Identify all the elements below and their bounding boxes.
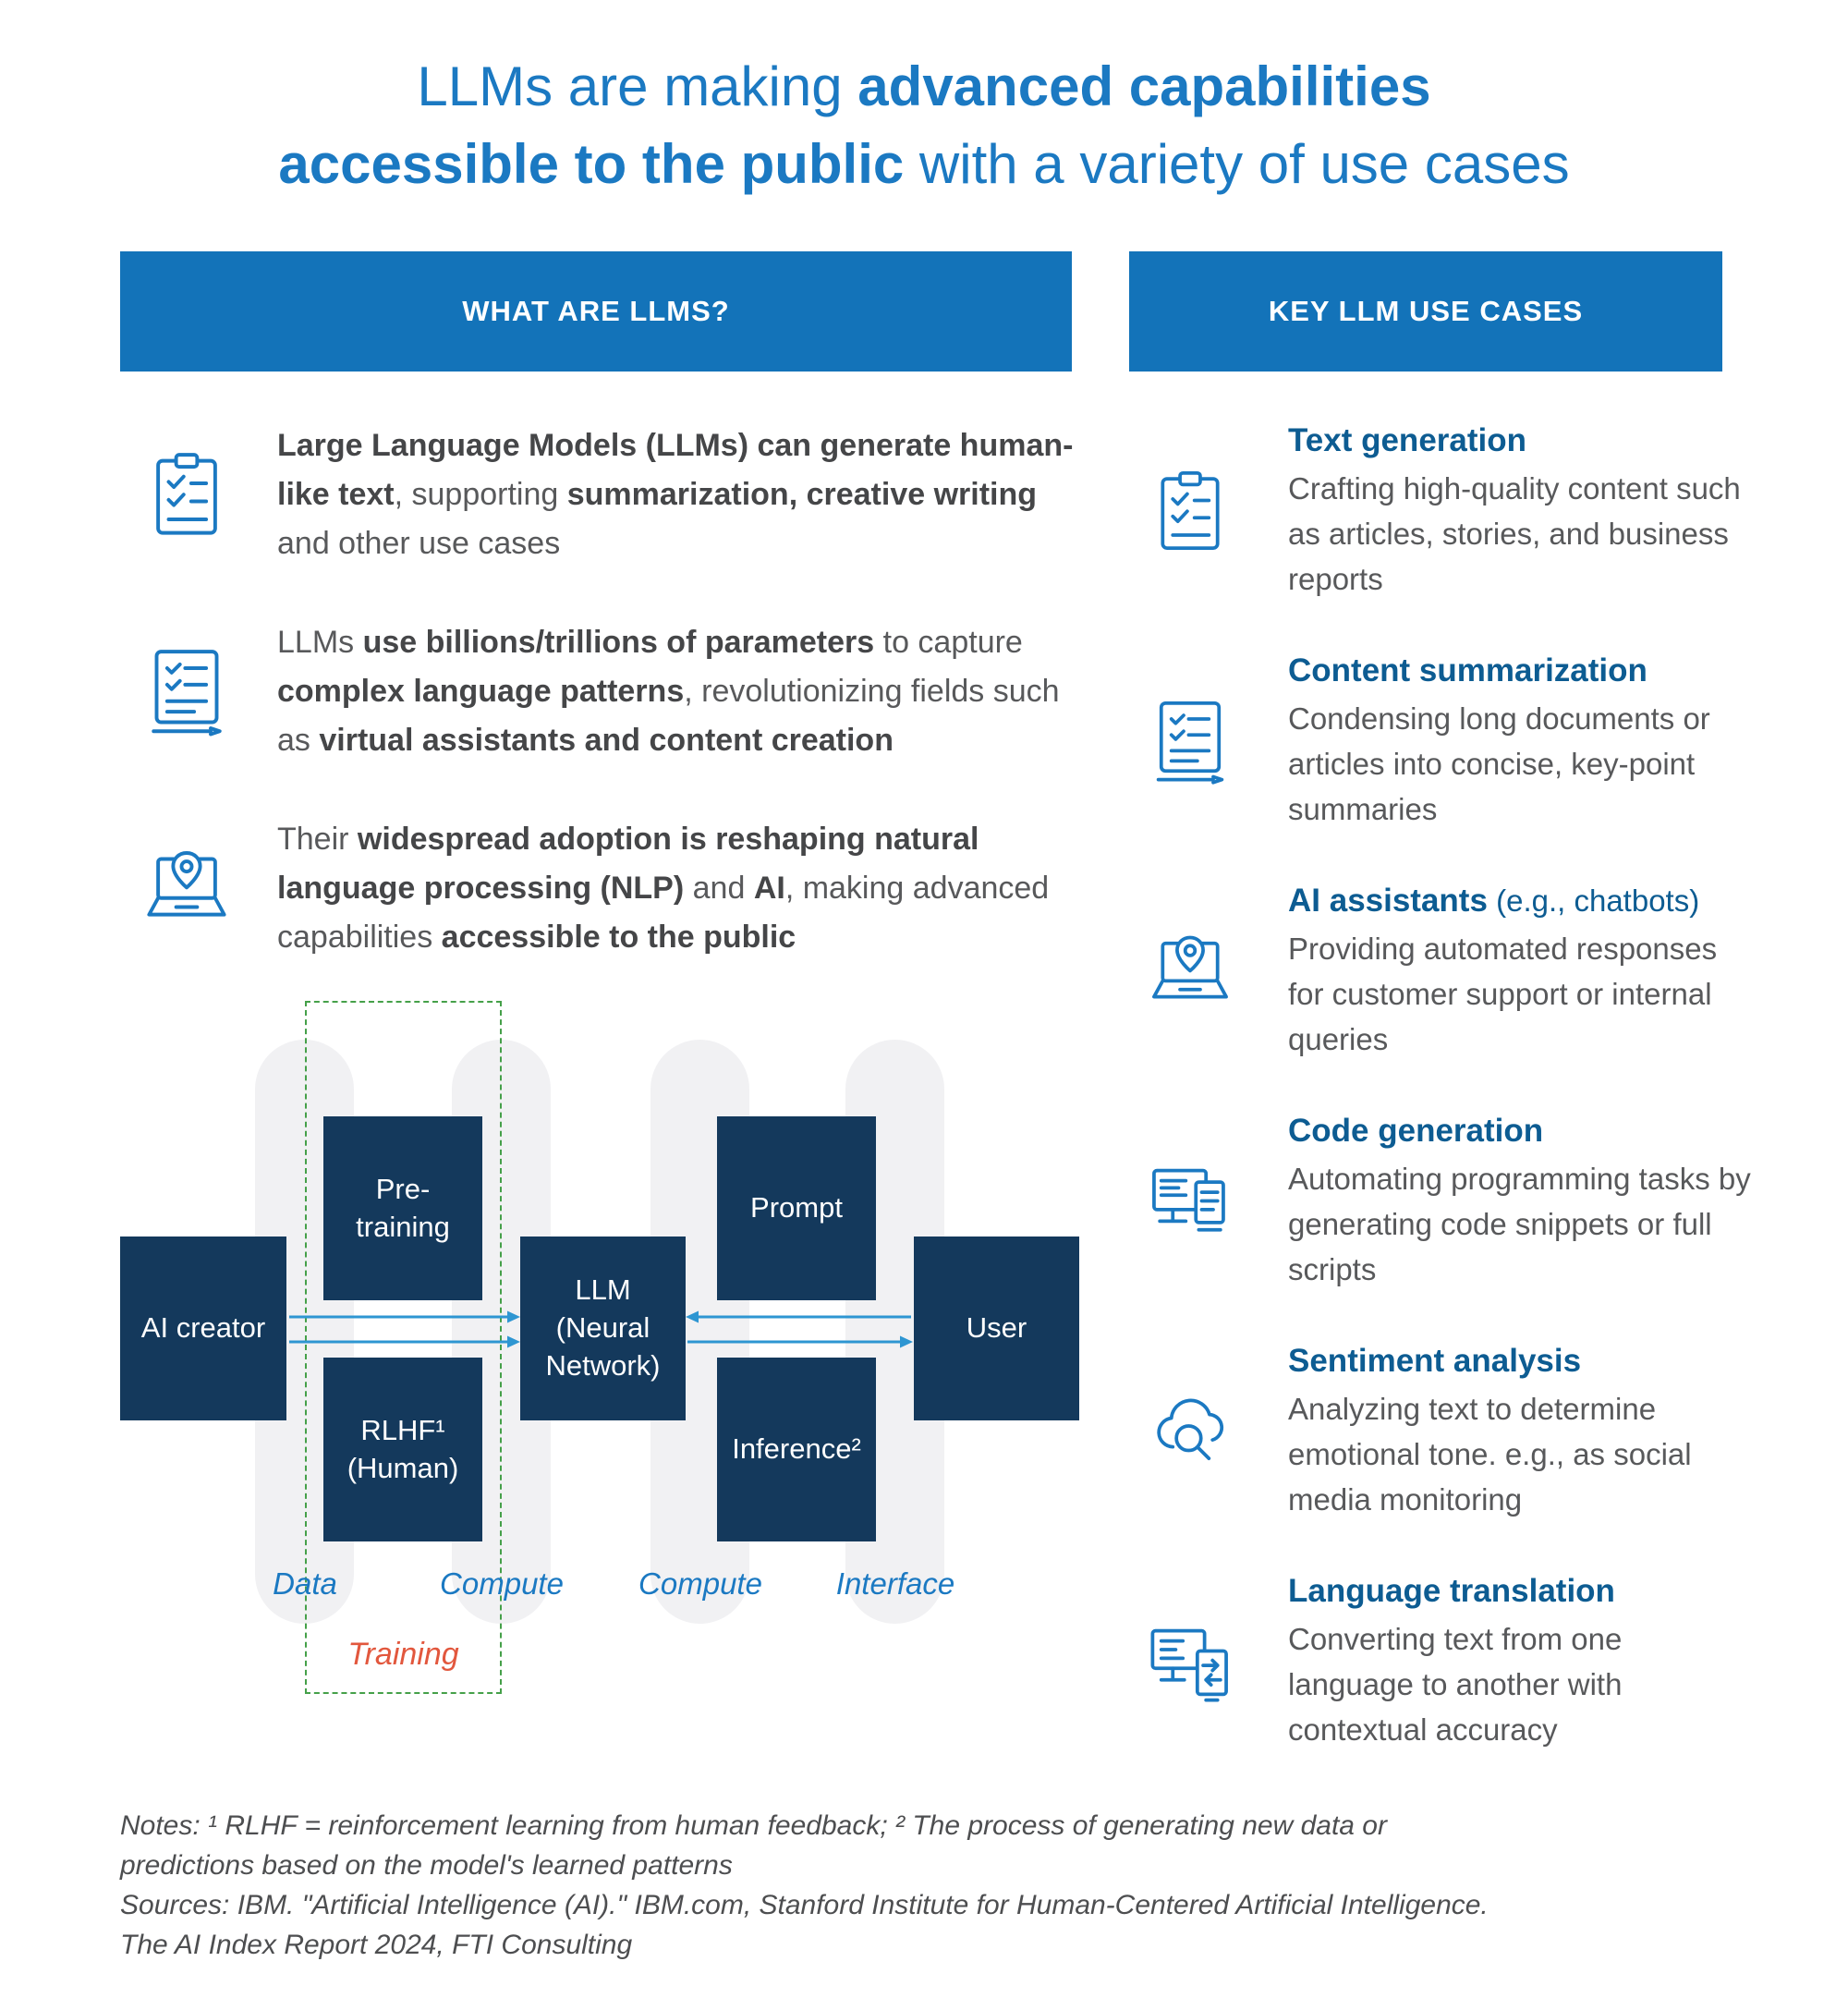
right-section-header-label: KEY LLM USE CASES [1268, 295, 1584, 327]
left-section-header: WHAT ARE LLMS? [120, 251, 1072, 372]
flow-arrows [289, 1310, 913, 1348]
usecase-code-generation: Code generation Automating programming t… [1129, 1112, 1756, 1292]
fact-text-1: Large Language Models (LLMs) can generat… [277, 428, 1074, 561]
translation-screens-icon [1144, 1616, 1236, 1709]
cloud-magnifier-icon [1144, 1386, 1236, 1479]
usecase-title: Text generation [1288, 422, 1527, 458]
page-title-line-2: accessible to the public with a variety … [278, 133, 1570, 195]
page-title: LLMs are making advanced capabilities ac… [0, 0, 1848, 203]
llm-pipeline-diagram: AI creator Pre-training RLHF¹ (Human) LL… [120, 1001, 1081, 1712]
llm-fact-item-3: Their widespread adoption is reshaping n… [120, 815, 1081, 962]
left-section-header-label: WHAT ARE LLMS? [462, 295, 730, 327]
box-ai-creator: AI creator [120, 1237, 286, 1420]
stage-label-compute-1: Compute [440, 1566, 564, 1601]
content-columns: WHAT ARE LLMS? Large Language Models (LL… [0, 251, 1848, 1752]
arrow-creator-to-llm-top [289, 1310, 520, 1323]
usecase-body: Text generation Crafting high-quality co… [1288, 421, 1756, 602]
footnote-line-2: predictions based on the model's learned… [120, 1850, 733, 1881]
usecase-language-translation: Language translation Converting text fro… [1129, 1572, 1756, 1752]
usecase-ai-assistants: AI assistants (e.g., chatbots) Providing… [1129, 882, 1756, 1062]
arrow-user-to-llm-prompt [686, 1310, 911, 1323]
arrow-llm-to-user-inference [687, 1335, 913, 1348]
usecase-body: Language translation Converting text fro… [1288, 1572, 1756, 1752]
usecase-title: Language translation [1288, 1573, 1615, 1609]
training-outline [305, 1001, 502, 1694]
llm-fact-item-2: LLMs use billions/trillions of parameter… [120, 618, 1081, 765]
usecase-content-summarization: Content summarization Condensing long do… [1129, 652, 1756, 832]
footnotes: Notes: ¹ RLHF = reinforcement learning f… [120, 1806, 1848, 1965]
tablet-checklist-icon [139, 644, 235, 740]
box-rlhf: RLHF¹ (Human) [323, 1358, 482, 1541]
fact-text-2: LLMs use billions/trillions of parameter… [277, 625, 1060, 758]
clipboard-checklist-icon [1144, 466, 1236, 558]
box-user: User [914, 1237, 1079, 1420]
footnote-line-3: Sources: IBM. "Artificial Intelligence (… [120, 1890, 1489, 1920]
usecase-body: Code generation Automating programming t… [1288, 1112, 1756, 1292]
usecase-sentiment-analysis: Sentiment analysis Analyzing text to det… [1129, 1342, 1756, 1522]
usecase-body: AI assistants (e.g., chatbots) Providing… [1288, 882, 1756, 1062]
usecase-text-generation: Text generation Crafting high-quality co… [1129, 421, 1756, 602]
laptop-location-pin-icon [139, 841, 235, 937]
code-screens-icon [1144, 1156, 1236, 1249]
arrow-creator-to-llm-bottom [289, 1335, 520, 1348]
use-cases-section: KEY LLM USE CASES Text generation Crafti… [1129, 251, 1756, 1752]
clipboard-checklist-icon [139, 447, 235, 543]
page-title-line-1: LLMs are making advanced capabilities [417, 55, 1431, 117]
footnote-line-1: Notes: ¹ RLHF = reinforcement learning f… [120, 1810, 1387, 1841]
usecase-description: Providing automated responses for custom… [1288, 932, 1718, 1056]
usecase-description: Converting text from one language to ano… [1288, 1622, 1623, 1747]
stage-label-interface: Interface [835, 1566, 955, 1601]
usecase-title: AI assistants (e.g., chatbots) [1288, 883, 1700, 919]
usecase-description: Condensing long documents or articles in… [1288, 701, 1710, 826]
box-llm-neural-network: LLM (Neural Network) [520, 1237, 686, 1420]
box-pre-training: Pre-training [323, 1116, 482, 1300]
right-section-header: KEY LLM USE CASES [1129, 251, 1722, 372]
usecase-description: Analyzing text to determine emotional to… [1288, 1392, 1692, 1517]
box-inference: Inference² [717, 1358, 876, 1541]
stage-label-data: Data [273, 1566, 337, 1601]
footnote-line-4: The AI Index Report 2024, FTI Consulting [120, 1930, 633, 1960]
usecase-description: Automating programming tasks by generati… [1288, 1162, 1751, 1286]
usecase-description: Crafting high-quality content such as ar… [1288, 471, 1741, 596]
laptop-location-pin-icon [1144, 926, 1236, 1018]
training-label: Training [347, 1637, 459, 1672]
usecase-body: Sentiment analysis Analyzing text to det… [1288, 1342, 1756, 1522]
usecase-title: Code generation [1288, 1113, 1544, 1149]
box-prompt: Prompt [717, 1116, 876, 1300]
usecase-body: Content summarization Condensing long do… [1288, 652, 1756, 832]
usecase-title: Content summarization [1288, 652, 1647, 688]
stage-label-compute-2: Compute [638, 1566, 762, 1601]
llm-fact-item-1: Large Language Models (LLMs) can generat… [120, 421, 1081, 568]
tablet-checklist-icon [1144, 696, 1236, 788]
fact-text-3: Their widespread adoption is reshaping n… [277, 822, 1050, 955]
usecase-title: Sentiment analysis [1288, 1343, 1582, 1379]
what-are-llms-section: WHAT ARE LLMS? Large Language Models (LL… [120, 251, 1081, 1752]
